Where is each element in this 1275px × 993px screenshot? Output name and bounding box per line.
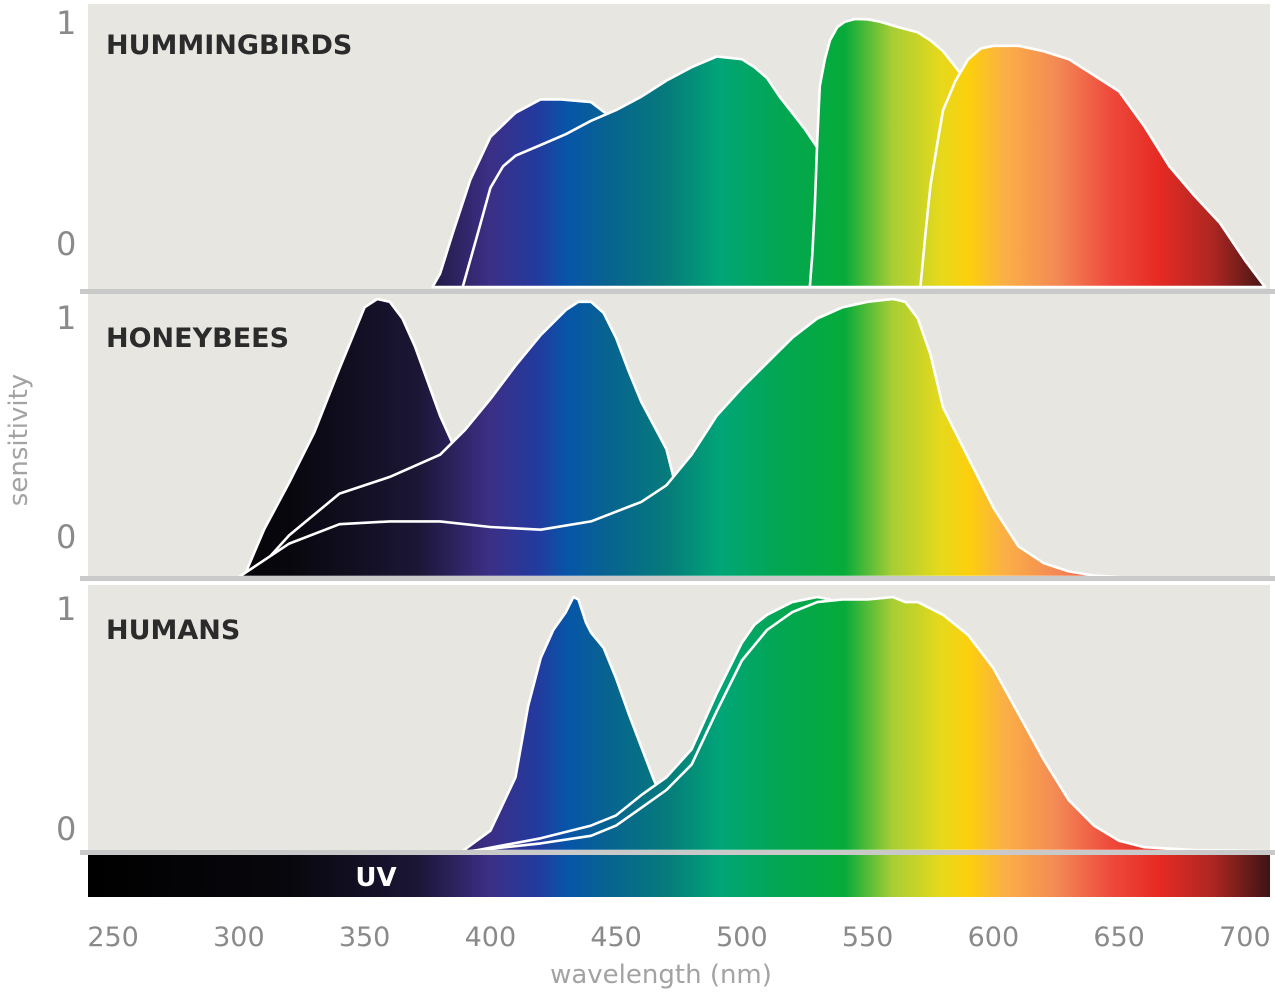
panel-separator [80, 850, 1275, 855]
panel-separator [80, 289, 1275, 294]
y-tick-1: 1 [56, 299, 76, 337]
sensitivity-curve-4 [919, 44, 1267, 289]
y-tick-0: 0 [56, 518, 76, 556]
sensitivity-curve-3 [469, 595, 1267, 853]
x-tick-label: 400 [465, 922, 517, 953]
y-axis-label: sensitivity [4, 374, 34, 506]
x-tick-label: 250 [87, 922, 139, 953]
panel-title-hummingbirds: HUMMINGBIRDS [106, 30, 352, 61]
honeybees-curves [237, 297, 1121, 579]
y-tick-1: 1 [56, 590, 76, 628]
panel-title-humans: HUMANS [106, 615, 240, 646]
x-tick-label: 350 [339, 922, 391, 953]
panel-title-honeybees: HONEYBEES [106, 323, 289, 354]
y-tick-0: 0 [56, 810, 76, 848]
x-tick-label: 300 [213, 922, 265, 953]
hummingbirds-curves [431, 17, 1267, 289]
sensitivity-curve-3 [237, 297, 1121, 579]
x-tick-label: 700 [1219, 922, 1271, 953]
x-tick-label: 650 [1093, 922, 1145, 953]
x-tick-label: 450 [590, 922, 642, 953]
humans-curves [461, 595, 1267, 853]
uv-label: UV [355, 863, 396, 893]
x-tick-label: 500 [716, 922, 768, 953]
y-tick-1: 1 [56, 4, 76, 42]
y-tick-0: 0 [56, 225, 76, 263]
x-tick-label: 600 [968, 922, 1020, 953]
spectrum-bar [88, 855, 1270, 897]
x-axis-ticks: 250 300 350 400 450 500 550 600 650 700 [87, 922, 1270, 953]
x-axis-label: wavelength (nm) [550, 960, 772, 990]
x-tick-label: 550 [842, 922, 894, 953]
panel-separator [80, 576, 1275, 581]
